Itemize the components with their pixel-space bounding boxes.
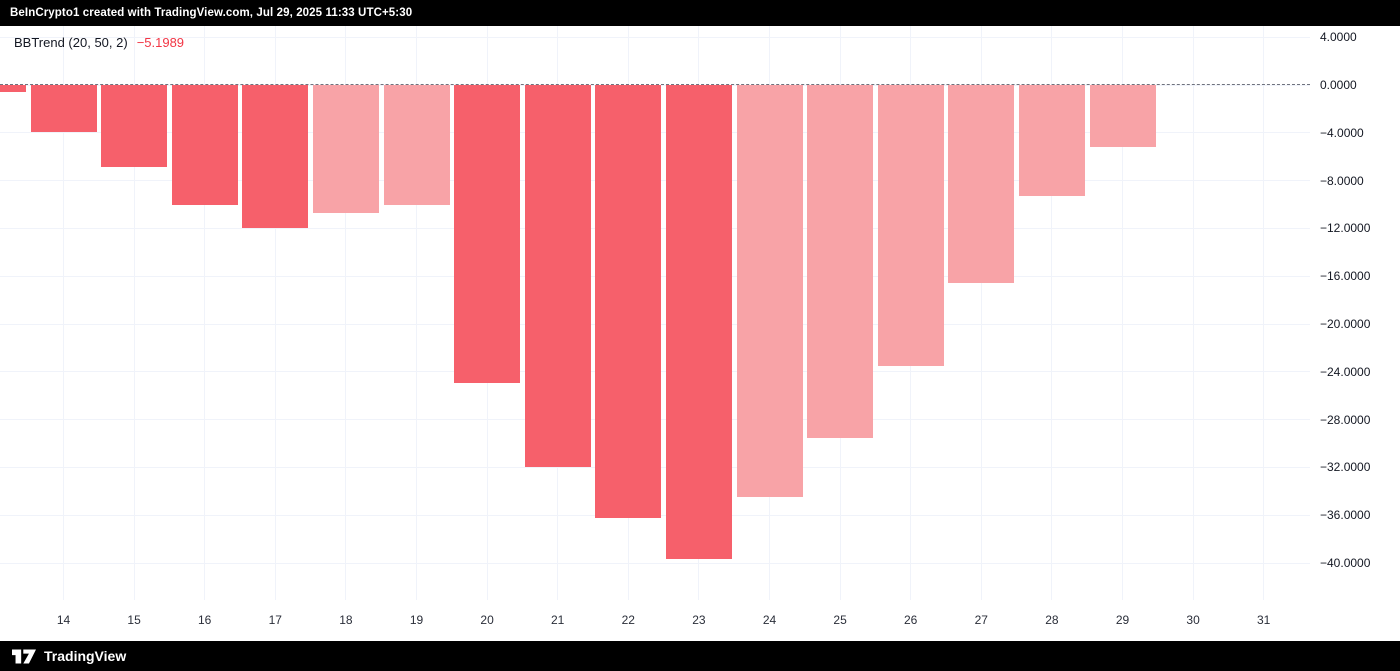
vertical-gridline [133, 26, 135, 600]
x-axis-label: 30 [1186, 613, 1200, 627]
x-axis-label: 16 [198, 613, 212, 627]
x-axis-label: 14 [56, 613, 71, 627]
bbtrend-bar[interactable] [171, 85, 238, 205]
y-axis-label: −24.0000 [1320, 364, 1371, 379]
y-axis-label: −20.0000 [1320, 317, 1371, 331]
bbtrend-bar[interactable] [383, 85, 450, 205]
x-axis-label: 27 [974, 613, 988, 627]
vertical-gridline [1122, 26, 1123, 600]
x-axis-label: 22 [621, 613, 635, 627]
tradingview-brand[interactable]: TradingView [44, 648, 127, 664]
x-axis-label: 17 [268, 613, 282, 627]
bbtrend-bar[interactable] [312, 85, 379, 213]
bbtrend-bar[interactable] [30, 85, 97, 132]
y-axis-label: −32.0000 [1320, 460, 1371, 475]
y-axis-label: −8.0000 [1320, 173, 1364, 188]
vertical-gridline [204, 26, 206, 600]
x-axis-label: 20 [480, 613, 494, 627]
indicator-legend[interactable]: BBTrend (20, 50, 2) −5.1989 [14, 35, 184, 50]
bbtrend-bar[interactable] [665, 85, 732, 560]
x-axis-label: 23 [692, 613, 706, 627]
time-axis[interactable]: 14 15 16 17 18 19 20 21 22 23 24 25 26 27 28 29 30 31 [0, 600, 1310, 641]
bbtrend-bar[interactable] [101, 85, 168, 168]
footer-bar: TradingView [0, 641, 1400, 671]
x-axis-label: 29 [1115, 613, 1130, 627]
bbtrend-bar[interactable] [524, 85, 591, 468]
y-axis-label: −28.0000 [1320, 412, 1371, 427]
vertical-gridline [345, 26, 347, 600]
bbtrend-bar[interactable] [454, 85, 521, 383]
y-axis-label: 4.0000 [1320, 30, 1357, 45]
x-axis-label: 28 [1045, 613, 1059, 627]
tradingview-logo-icon[interactable] [12, 648, 36, 665]
bbtrend-bar[interactable] [1018, 85, 1085, 197]
y-axis-label: −4.0000 [1320, 125, 1364, 140]
y-axis-label: 0.0000 [1320, 78, 1357, 92]
vertical-gridline [416, 26, 417, 600]
attribution-bar: BeInCrypto1 created with TradingView.com… [0, 0, 1400, 26]
bbtrend-bar[interactable] [242, 85, 309, 229]
bbtrend-bar[interactable] [0, 85, 26, 93]
indicator-value: −5.1989 [136, 35, 185, 50]
vertical-gridline [274, 26, 276, 600]
y-axis-label: −16.0000 [1320, 269, 1371, 284]
attribution-text: BeInCrypto1 created with TradingView.com… [10, 7, 413, 19]
y-axis-label: −36.0000 [1320, 508, 1371, 523]
vertical-gridline [63, 26, 64, 600]
bbtrend-chart[interactable]: BBTrend (20, 50, 2) −5.1989 4.0000 0.0000… [0, 26, 1400, 641]
vertical-gridline [1051, 26, 1053, 600]
vertical-gridline [1192, 26, 1194, 600]
x-axis-label: 15 [127, 613, 141, 627]
zero-line [0, 84, 1310, 85]
bbtrend-bar[interactable] [948, 85, 1015, 284]
y-axis-label: −40.0000 [1320, 556, 1371, 570]
vertical-gridline [980, 26, 982, 600]
x-axis-label: 21 [551, 613, 565, 627]
x-axis-label: 25 [833, 613, 847, 627]
plot-area[interactable] [0, 26, 1310, 600]
bbtrend-bar[interactable] [807, 85, 874, 438]
x-axis-label: 31 [1257, 613, 1271, 627]
horizontal-gridline [0, 562, 1310, 564]
x-axis-label: 24 [762, 613, 777, 627]
y-axis-label: −12.0000 [1320, 221, 1371, 236]
bbtrend-bar[interactable] [1089, 85, 1156, 148]
x-axis-label: 19 [409, 613, 424, 627]
indicator-title: BBTrend (20, 50, 2) [14, 35, 128, 50]
vertical-gridline [1263, 26, 1265, 600]
price-axis[interactable]: 4.0000 0.0000 −4.0000 −8.0000 −12.0000 −16.00… [1310, 26, 1400, 641]
bbtrend-bar[interactable] [877, 85, 944, 366]
bbtrend-bar[interactable] [595, 85, 662, 518]
x-axis-label: 18 [339, 613, 353, 627]
x-axis-label: 26 [904, 613, 918, 627]
horizontal-gridline [0, 36, 1310, 38]
bbtrend-bar[interactable] [736, 85, 803, 498]
